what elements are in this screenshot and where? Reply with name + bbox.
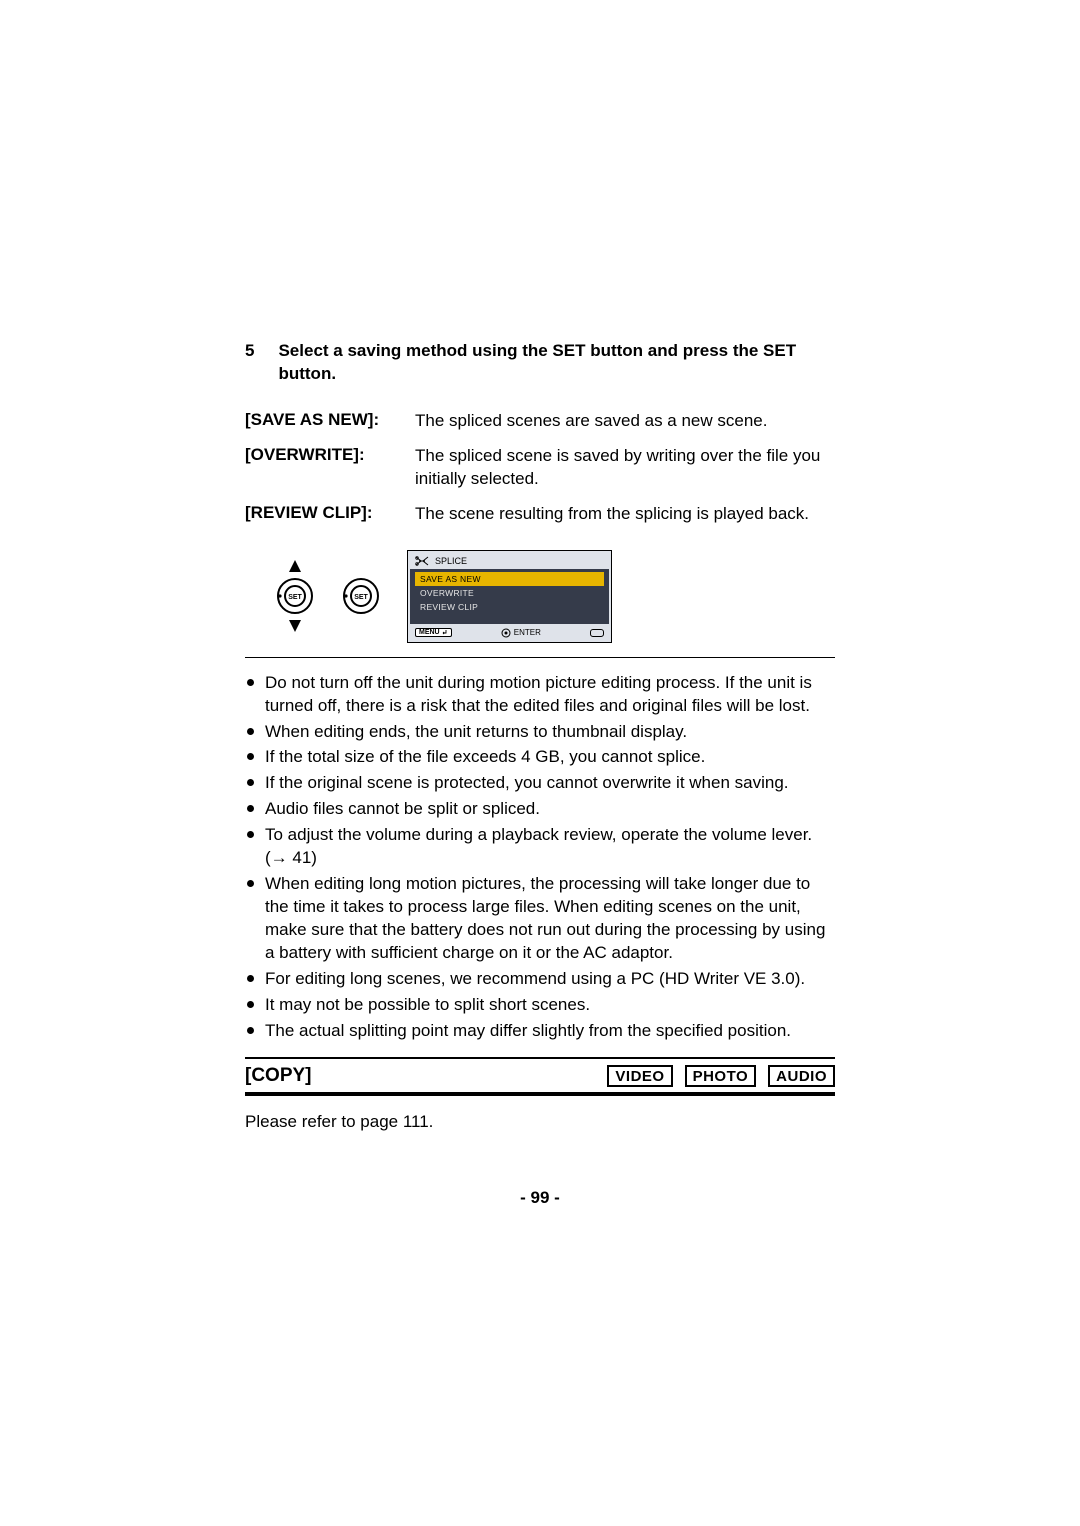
svg-text:SET: SET [354, 594, 368, 601]
def-desc: The scene resulting from the splicing is… [415, 497, 835, 532]
def-desc: The spliced scene is saved by writing ov… [415, 439, 835, 497]
menu-item: REVIEW CLIP [415, 600, 604, 614]
video-badge: VIDEO [607, 1065, 672, 1087]
copy-title: [COPY] [245, 1065, 312, 1087]
note-list: Do not turn off the unit during motion p… [245, 672, 835, 1043]
table-row: [OVERWRITE]: The spliced scene is saved … [245, 439, 835, 497]
menu-item: SAVE AS NEW [415, 572, 604, 586]
menu-label: MENU [419, 629, 440, 636]
return-icon [590, 629, 604, 637]
menu-item: OVERWRITE [415, 586, 604, 600]
copy-note: Please refer to page 111. [245, 1112, 835, 1132]
splice-menu-panel: SPLICE SAVE AS NEW OVERWRITE REVIEW CLIP… [407, 550, 612, 643]
list-item: If the original scene is protected, you … [245, 772, 835, 795]
definition-table: [SAVE AS NEW]: The spliced scenes are sa… [245, 404, 835, 532]
splice-icon [415, 556, 429, 566]
def-desc: The spliced scenes are saved as a new sc… [415, 404, 835, 439]
def-label: [OVERWRITE]: [245, 439, 415, 497]
list-item: Do not turn off the unit during motion p… [245, 672, 835, 718]
page-number: - 99 - [245, 1188, 835, 1208]
list-item: The actual splitting point may differ sl… [245, 1020, 835, 1043]
list-item: When editing ends, the unit returns to t… [245, 721, 835, 744]
list-item: It may not be possible to split short sc… [245, 994, 835, 1017]
divider [245, 657, 835, 658]
return-arrow-icon [441, 629, 448, 636]
document-page: 5 Select a saving method using the SET b… [245, 340, 835, 1208]
copy-section-bar: [COPY] VIDEO PHOTO AUDIO [245, 1057, 835, 1096]
table-row: [SAVE AS NEW]: The spliced scenes are sa… [245, 404, 835, 439]
audio-badge: AUDIO [768, 1065, 835, 1087]
menu-footer: MENU ENTER [410, 624, 609, 640]
table-row: [REVIEW CLIP]: The scene resulting from … [245, 497, 835, 532]
illustration-row: SET SET SPLICE SAVE AS NEW OVERWRITE [245, 550, 835, 643]
menu-header: SPLICE [410, 553, 609, 569]
photo-badge: PHOTO [685, 1065, 757, 1087]
menu-title: SPLICE [435, 556, 467, 566]
list-item: For editing long scenes, we recommend us… [245, 968, 835, 991]
def-label: [SAVE AS NEW]: [245, 404, 415, 439]
svg-text:SET: SET [288, 594, 302, 601]
step-instruction: 5 Select a saving method using the SET b… [245, 340, 835, 386]
enter-label: ENTER [514, 628, 541, 637]
step-number: 5 [245, 340, 254, 386]
set-button-vertical-icon: SET [275, 560, 315, 632]
media-badges: VIDEO PHOTO AUDIO [607, 1065, 835, 1087]
list-item: When editing long motion pictures, the p… [245, 873, 835, 965]
def-label: [REVIEW CLIP]: [245, 497, 415, 532]
list-item: To adjust the volume during a playback r… [245, 824, 835, 870]
menu-items: SAVE AS NEW OVERWRITE REVIEW CLIP [410, 569, 609, 624]
enter-dot-icon [501, 628, 511, 638]
menu-button-icon: MENU [415, 628, 452, 637]
set-button-press-icon: SET [337, 572, 385, 620]
enter-control: ENTER [501, 628, 541, 638]
step-text: Select a saving method using the SET but… [278, 340, 835, 386]
list-item: If the total size of the file exceeds 4 … [245, 746, 835, 769]
list-item: Audio files cannot be split or spliced. [245, 798, 835, 821]
